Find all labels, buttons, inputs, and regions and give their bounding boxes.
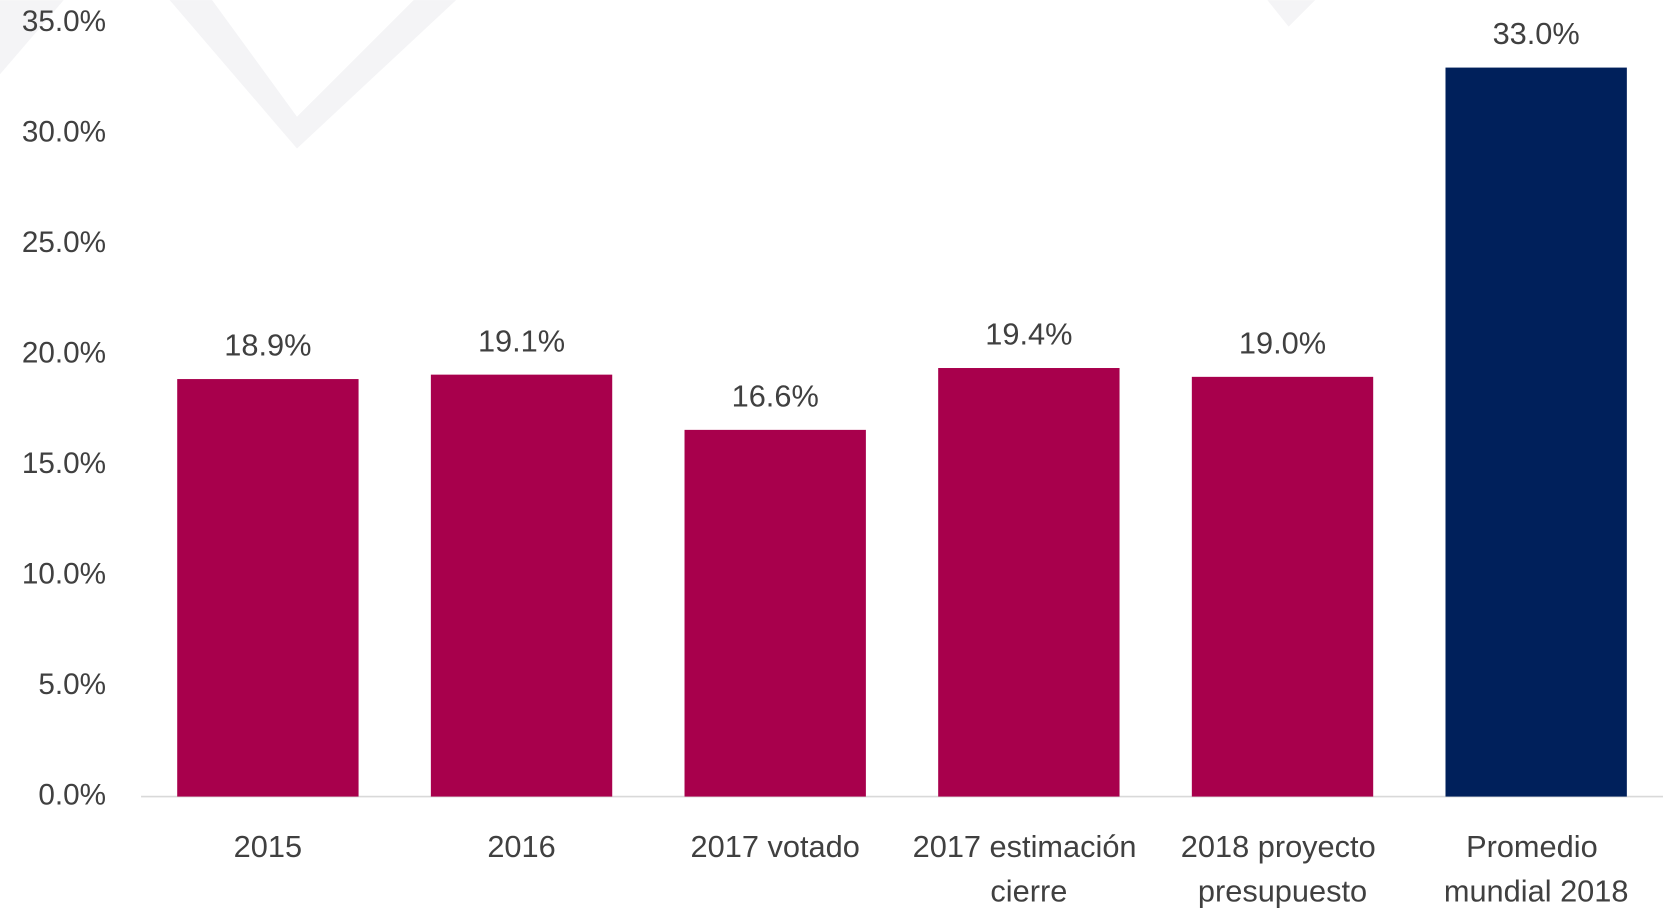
bar [430, 374, 613, 797]
bar [1445, 67, 1627, 797]
data-label: 19.4% [985, 317, 1072, 352]
bar [177, 379, 359, 797]
y-tick-label: 5.0% [38, 668, 106, 701]
bar [684, 429, 866, 797]
x-tick-label: Promedio mundial 2018 [1444, 829, 1629, 908]
y-tick-label: 30.0% [22, 116, 106, 149]
y-tick-label: 10.0% [22, 558, 106, 591]
y-tick-label: 20.0% [22, 337, 106, 370]
y-tick-label: 0.0% [38, 778, 106, 811]
y-tick-label: 25.0% [22, 226, 106, 259]
y-tick-label: 35.0% [22, 5, 106, 38]
bar [1191, 376, 1374, 797]
x-tick-label: 2017 votado [691, 829, 860, 864]
x-tick-label: 2015 [234, 829, 302, 864]
data-label: 19.1% [478, 323, 565, 358]
data-label: 18.9% [224, 328, 311, 363]
data-label: 19.0% [1239, 326, 1326, 361]
y-tick-label: 15.0% [22, 447, 106, 480]
x-tick-label: 2016 [487, 829, 555, 864]
data-label: 33.0% [1493, 16, 1580, 51]
x-tick-label: 2017 estimación cierre [913, 829, 1145, 908]
background-decoration [0, 0, 1316, 149]
bar [938, 368, 1120, 797]
x-tick-label: 2018 proyecto presupuesto [1181, 829, 1384, 908]
data-label: 16.6% [732, 379, 819, 414]
